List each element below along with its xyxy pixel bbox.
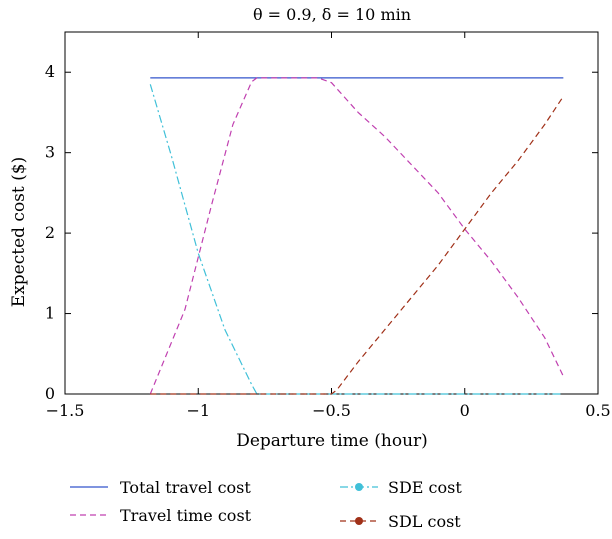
x-tick-label: −1.5 [46,401,85,420]
y-tick-label: 2 [45,223,55,242]
series-line-4 [150,96,564,395]
x-tick-label: −1 [186,401,210,420]
legend: Total travel cost Travel time cost SDE cos… [70,478,462,531]
plot-area-frame [64,31,599,395]
legend-label-1: Total travel cost [120,478,251,497]
x-tick-label: −0.5 [312,401,351,420]
y-tick-label: 0 [45,384,55,403]
legend-label-4: SDL cost [388,512,461,531]
legend-marker-4 [355,517,363,525]
y-tick-label: 1 [45,304,55,323]
x-axis-label: Departure time (hour) [236,431,428,451]
series-lines [149,77,564,395]
legend-label-2: Travel time cost [120,506,252,525]
y-tick-label: 4 [45,62,55,81]
series-line-2 [149,77,564,395]
x-tick-label: 0 [460,401,470,420]
legend-label-3: SDE cost [388,478,462,497]
series-line-3 [149,84,564,395]
chart-title: θ = 0.9, δ = 10 min [253,5,411,24]
legend-marker-3 [355,483,363,491]
y-axis-label: Expected cost ($) [9,157,29,307]
axis-ticks: −1.5 −1 −0.5 0 0.5 0 1 2 3 4 [45,32,611,420]
y-tick-label: 3 [45,143,55,162]
x-tick-label: 0.5 [585,401,610,420]
